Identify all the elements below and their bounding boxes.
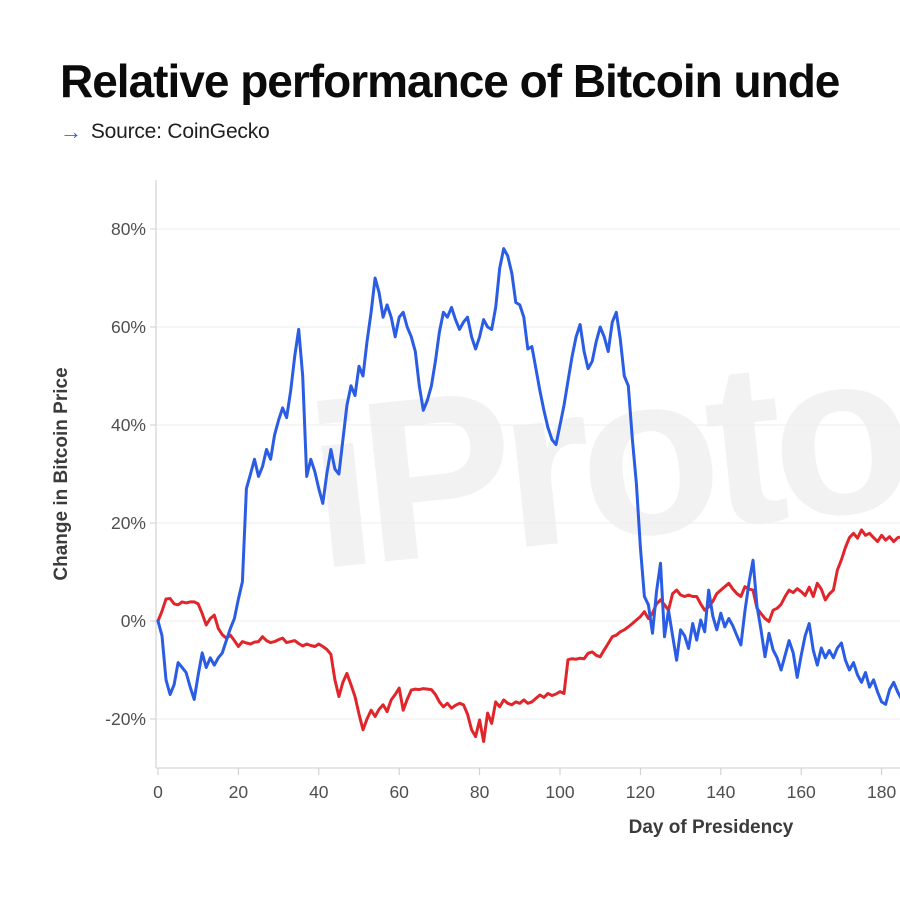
x-tick-label: 180: [867, 782, 896, 802]
x-tick-label: 160: [787, 782, 816, 802]
x-tick-label: 140: [706, 782, 735, 802]
x-tick-label: 80: [470, 782, 490, 802]
blue-line: [156, 247, 900, 706]
x-tick-label: 20: [229, 782, 249, 802]
x-axis-title: Day of Presidency: [629, 817, 794, 838]
source-line: → Source: CoinGecko: [60, 119, 270, 145]
x-tick-label: 40: [309, 782, 329, 802]
source-text: Source: CoinGecko: [90, 120, 270, 143]
red-line: [156, 528, 900, 743]
y-tick-label: 40%: [111, 415, 146, 435]
x-tick-label: 120: [626, 782, 655, 802]
page-title: Relative performance of Bitcoin unde: [60, 57, 840, 106]
x-tick-label: 60: [389, 782, 409, 802]
y-axis-title: Change in Bitcoin Price: [51, 367, 72, 580]
y-tick-label: 80%: [111, 219, 146, 239]
arrow-right-icon: →: [60, 119, 82, 144]
x-tick-label: 0: [153, 782, 163, 802]
y-tick-label: 0%: [121, 611, 146, 631]
y-tick-label: -20%: [105, 709, 146, 729]
y-tick-label: 60%: [111, 317, 146, 337]
x-tick-label: 100: [545, 782, 574, 802]
y-tick-label: 20%: [111, 513, 146, 533]
